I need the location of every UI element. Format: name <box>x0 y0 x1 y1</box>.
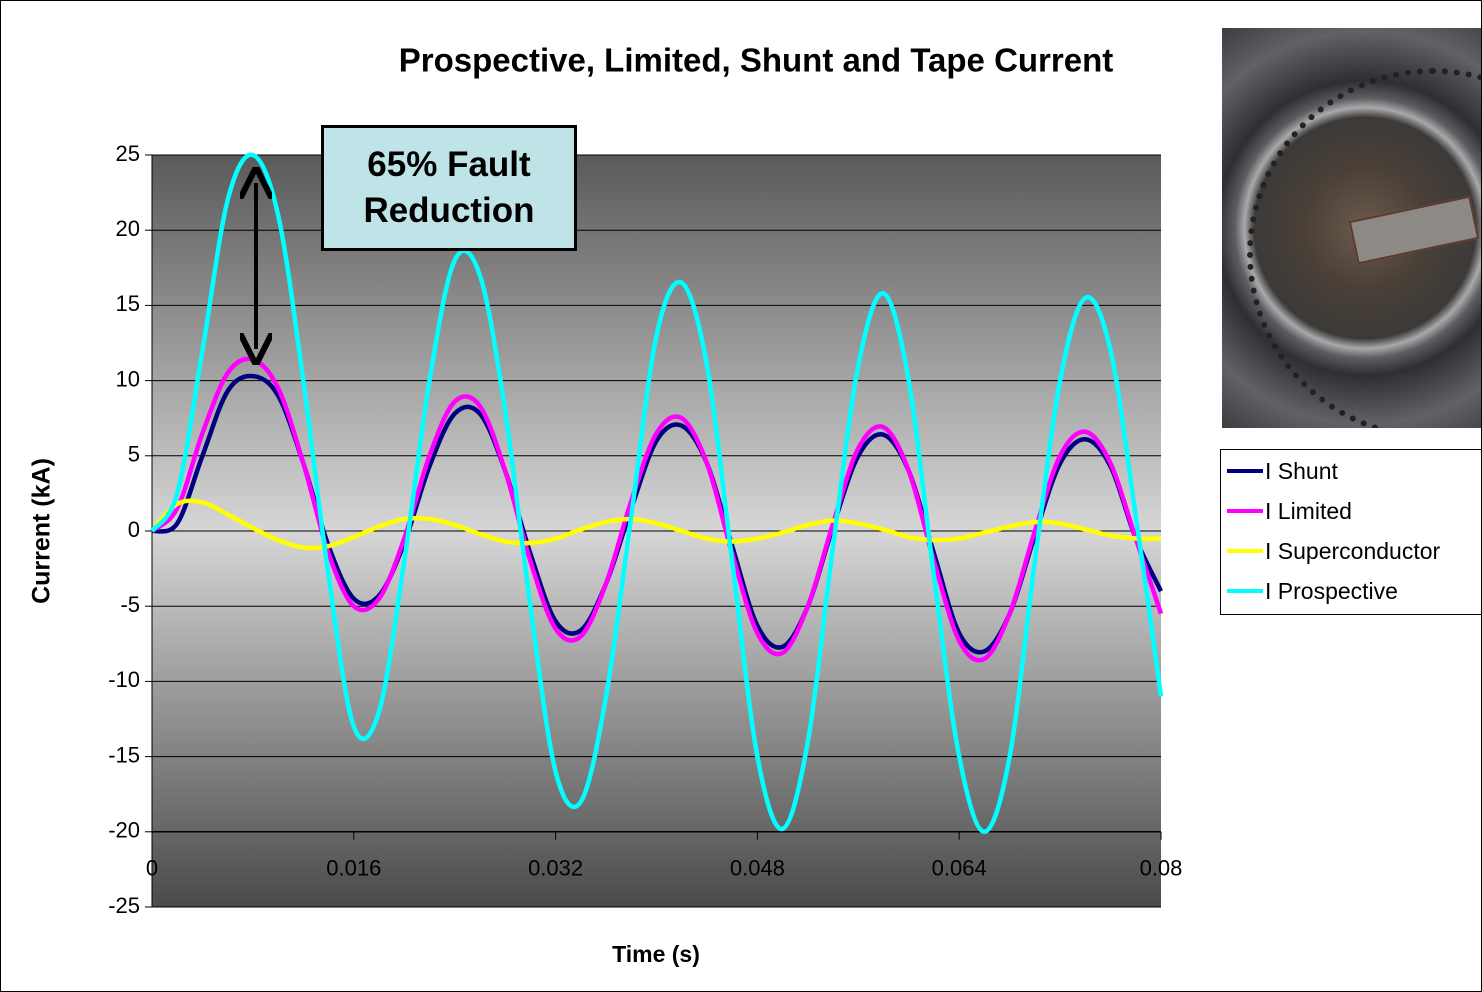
y-tick-label: -10 <box>108 667 140 692</box>
legend-entry: I Superconductor <box>1227 536 1440 566</box>
legend-swatch <box>1227 509 1263 513</box>
photo <box>1222 28 1481 428</box>
y-axis-title: Current (kA) <box>28 458 56 604</box>
annotation: 65% Fault Reduction <box>321 125 577 251</box>
legend: I Shunt I Limited I Superconductor I Prospe… <box>1220 449 1481 615</box>
y-tick-label: 0 <box>128 517 140 542</box>
x-tick-label: 0.048 <box>730 856 785 881</box>
x-tick-label: 0.032 <box>528 856 583 881</box>
series-line <box>150 152 1164 835</box>
x-tick-label: 0.08 <box>1140 856 1183 881</box>
legend-entry: I Limited <box>1227 496 1352 526</box>
y-tick-label: 5 <box>128 442 140 467</box>
y-tick-label: 15 <box>116 291 140 316</box>
y-tick-label: -15 <box>108 742 140 767</box>
y-tick-label: -20 <box>108 818 140 843</box>
x-tick-label: 0.064 <box>932 856 987 881</box>
y-tick-label: 10 <box>116 366 140 391</box>
legend-label: I Superconductor <box>1265 537 1441 564</box>
y-tick-label: -5 <box>120 592 140 617</box>
series-line <box>150 498 1162 551</box>
x-tick-label: 0.016 <box>326 856 381 881</box>
x-axis-title: Time (s) <box>612 941 700 967</box>
legend-entry: I Shunt <box>1227 456 1338 486</box>
legend-label: I Limited <box>1265 497 1352 524</box>
legend-label: I Shunt <box>1265 457 1338 484</box>
legend-entry: I Prospective <box>1227 576 1398 606</box>
y-tick-label: -25 <box>108 893 140 918</box>
legend-swatch <box>1227 589 1263 593</box>
x-tick-label: 0 <box>146 856 158 881</box>
y-tick-label: 20 <box>116 216 140 241</box>
y-tick-label: 25 <box>116 141 140 166</box>
legend-swatch <box>1227 469 1263 473</box>
legend-swatch <box>1227 549 1263 553</box>
legend-label: I Prospective <box>1265 577 1398 604</box>
chart-title: Prospective, Limited, Shunt and Tape Cur… <box>399 42 1114 79</box>
